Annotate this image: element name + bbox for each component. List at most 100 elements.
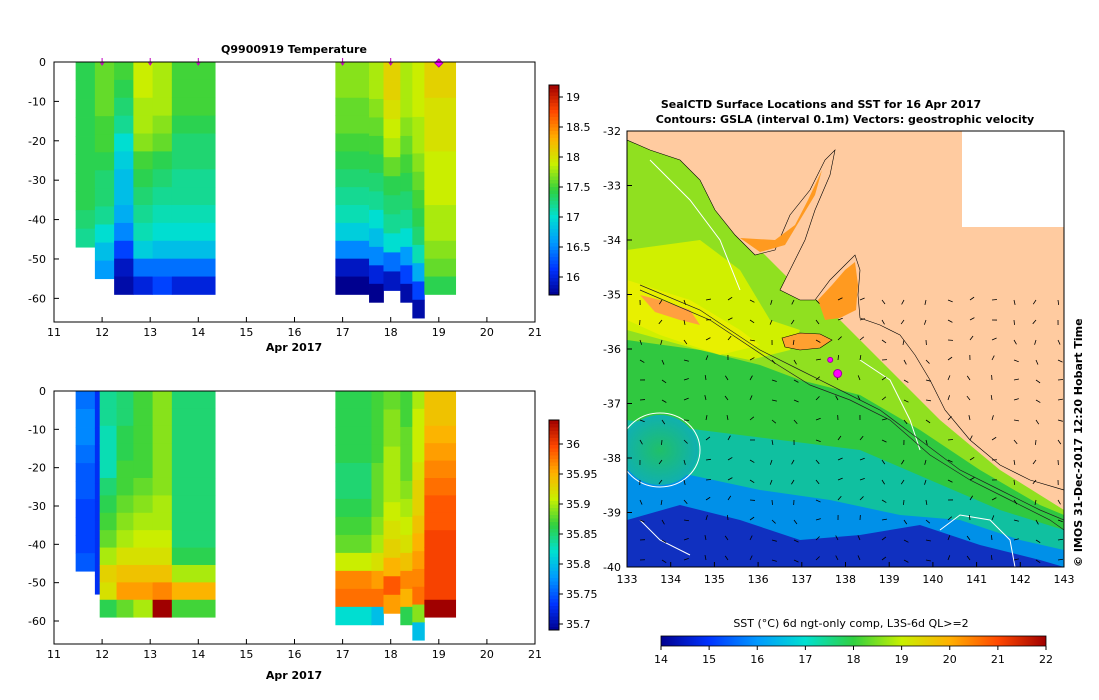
- velocity-vector: [947, 375, 951, 381]
- profile-cell: [412, 263, 425, 282]
- velocity-vector: [815, 299, 820, 304]
- x-tick-label: 18: [384, 648, 398, 661]
- velocity-vector: [991, 497, 997, 501]
- profile-cell: [152, 530, 173, 548]
- profile-cell: [383, 100, 401, 120]
- colorbar-segment: [549, 476, 559, 480]
- colorbar-segment: [549, 281, 559, 285]
- land-south-australia: [627, 131, 1064, 491]
- velocity-vector: [791, 459, 795, 465]
- profile-cell: [94, 483, 101, 503]
- velocity-vector: [947, 299, 953, 303]
- velocity-vector: [815, 556, 820, 561]
- profile-cell: [116, 460, 134, 479]
- warm-eddy: [627, 415, 698, 485]
- profile-cell: [75, 210, 96, 230]
- velocity-vector: [724, 555, 729, 561]
- profile-cell: [400, 172, 413, 192]
- velocity-vector: [1013, 538, 1019, 541]
- velocity-vector: [705, 337, 711, 341]
- profile-cell: [133, 564, 154, 583]
- velocity-vector: [639, 439, 643, 445]
- profile-cell: [335, 534, 372, 554]
- velocity-vector: [966, 555, 971, 561]
- profile-cell: [400, 606, 413, 626]
- colorbar-segment: [549, 581, 559, 585]
- profile-cell: [369, 172, 384, 192]
- profile-cell: [371, 408, 384, 428]
- profile-cell: [383, 483, 401, 503]
- profile-cell: [383, 214, 401, 234]
- velocity-vector: [771, 559, 777, 562]
- profile-cell: [369, 191, 384, 211]
- velocity-vector: [881, 439, 887, 443]
- profile-cell: [94, 134, 115, 153]
- colorbar-segment: [549, 207, 559, 212]
- sst-colorbar-ticks: 14 15 16 17 18 19 20 21 22: [654, 646, 1053, 666]
- colorbar-segment: [549, 232, 559, 236]
- velocity-vector: [661, 379, 667, 384]
- map-y-tick-label: -33: [603, 180, 621, 193]
- profile-cell: [133, 599, 154, 618]
- colorbar-frame: [548, 84, 560, 296]
- profile-cell: [424, 477, 457, 496]
- colorbar-segment: [549, 542, 559, 547]
- profile-cell: [412, 62, 425, 81]
- velocity-vector: [727, 335, 732, 341]
- velocity-vector: [705, 515, 708, 521]
- profile-cell: [424, 599, 457, 618]
- profile-cell: [412, 135, 425, 154]
- profile-cell: [116, 408, 134, 427]
- profile-cell: [171, 495, 216, 514]
- velocity-vector: [1057, 519, 1063, 523]
- colorbar-segment: [549, 560, 559, 564]
- colorbar-segment: [549, 130, 559, 135]
- velocity-vector: [837, 336, 842, 341]
- profile-cell: [152, 62, 173, 81]
- velocity-vector: [683, 459, 686, 465]
- profile-cell: [412, 80, 425, 99]
- velocity-vector: [639, 339, 643, 345]
- profile-cell: [75, 80, 96, 100]
- profile-cell: [152, 408, 173, 427]
- velocity-vector: [1013, 378, 1019, 381]
- temperature-cells: [75, 62, 457, 319]
- profile-cell: [94, 98, 115, 117]
- velocity-vector: [835, 395, 839, 401]
- profile-cell: [335, 115, 370, 134]
- profile-cell: [94, 80, 115, 99]
- profile-cell: [133, 460, 154, 479]
- velocity-vector: [903, 419, 908, 425]
- colorbar-segment: [549, 253, 559, 257]
- velocity-vector: [815, 499, 821, 503]
- colorbar-segment: [549, 570, 559, 575]
- colorbar-segment: [549, 151, 559, 156]
- profile-cell: [335, 588, 372, 608]
- colorbar-segment: [549, 602, 559, 606]
- colorbar-segment: [549, 197, 559, 201]
- profile-cell: [424, 408, 457, 427]
- x-tick-label: 15: [239, 648, 253, 661]
- profile-cell: [335, 552, 372, 572]
- profile-cell: [171, 133, 216, 152]
- profile-cell: [412, 444, 425, 463]
- profile-cell: [116, 512, 134, 531]
- profile-cell: [133, 512, 154, 531]
- profile-cell: [424, 582, 457, 601]
- profile-cell: [369, 62, 384, 81]
- profile-cell: [75, 154, 96, 174]
- profile-cell: [133, 276, 154, 295]
- velocity-vector: [683, 359, 689, 362]
- profile-cell: [412, 426, 425, 445]
- colorbar-segment: [549, 256, 559, 261]
- colorbar-segment: [549, 221, 559, 226]
- velocity-vector: [1013, 419, 1019, 422]
- velocity-vector: [991, 515, 995, 521]
- colorbar-segment: [549, 95, 559, 100]
- velocity-vector: [1013, 398, 1019, 401]
- colorbar-segment: [549, 162, 559, 166]
- profile-cell: [400, 552, 413, 572]
- profile-cell: [369, 246, 384, 266]
- velocity-vector: [1057, 339, 1061, 345]
- profile-cell: [99, 460, 117, 479]
